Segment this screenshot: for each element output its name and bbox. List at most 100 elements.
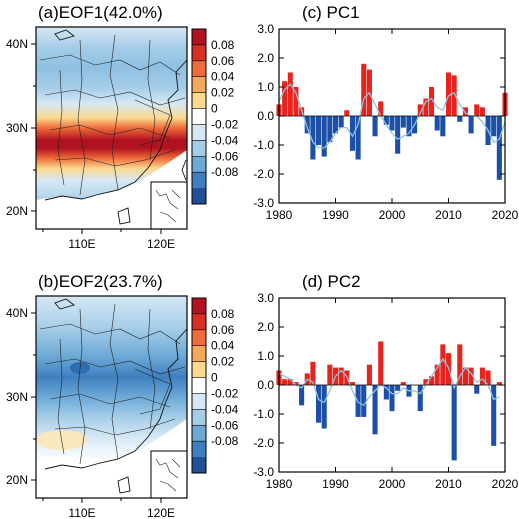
eof2-colorbar-label: 0.06 xyxy=(211,323,235,337)
pc1-bar xyxy=(378,101,384,116)
eof2-field xyxy=(36,296,187,498)
eof1-colorbar-swatch xyxy=(192,92,206,109)
eof1-title: (a)EOF1(42.0%) xyxy=(38,3,163,22)
pc1-bar xyxy=(344,110,350,116)
pc1-bar xyxy=(429,87,435,116)
pc1-bar xyxy=(400,116,406,128)
eof2-colorbar-label: -0.08 xyxy=(211,434,239,448)
eof2-colorbar-label: 0.04 xyxy=(211,339,235,353)
pc1-bar xyxy=(440,116,446,137)
eof1-xtick-110e: 110E xyxy=(68,237,95,251)
pc1-bar xyxy=(327,116,333,143)
pc2-bar xyxy=(310,361,316,385)
pc2-ytick-label: 0.0 xyxy=(257,378,274,392)
pc2-bar xyxy=(316,385,322,423)
eof2-colorbar-swatch xyxy=(192,457,206,474)
pc2-ytick-label: 1.0 xyxy=(257,349,274,363)
eof2-colorbar-label: 0.02 xyxy=(211,355,235,369)
eof2-colorbar-label: 0 xyxy=(211,371,218,385)
pc1-ytick-label: 2.0 xyxy=(257,51,274,65)
pc2-ytick-label: -3.0 xyxy=(253,465,274,479)
eof2-colorbar-swatch xyxy=(192,409,206,426)
eof1-colorbar-label: 0.08 xyxy=(211,38,235,52)
pc1-bar xyxy=(417,104,423,116)
eof2-colorbar-swatch xyxy=(192,345,206,362)
pc1-xtick-label: 1980 xyxy=(266,208,293,222)
pc2-ytick-label: -1.0 xyxy=(253,407,274,421)
pc2-bar xyxy=(434,364,440,385)
pc1-bar xyxy=(338,116,344,128)
pc1-bar xyxy=(491,116,497,137)
pc1-bar xyxy=(349,116,355,151)
pc1-bar xyxy=(372,116,378,137)
pc2-xtick-label: 2000 xyxy=(379,477,406,491)
pc1-bar xyxy=(383,116,389,125)
eof1-ytick-40n: 40N xyxy=(6,37,28,51)
eof2-colorbar-label: 0.08 xyxy=(211,307,235,321)
eof1-colorbar-swatch xyxy=(192,140,206,157)
pc1-bar xyxy=(462,107,468,116)
eof1-map-panel: (a)EOF1(42.0%) xyxy=(6,3,239,251)
pc1-ytick-label: 1.0 xyxy=(257,80,274,94)
pc2-bar xyxy=(400,382,406,385)
eof2-colorbar-frame xyxy=(191,297,207,474)
pc1-bar xyxy=(293,87,299,116)
eof2-colorbar-label: -0.02 xyxy=(211,386,239,400)
eof2-colorbar-label: -0.04 xyxy=(211,402,239,416)
eof2-coastline xyxy=(44,328,187,470)
pc2-bar xyxy=(349,382,355,385)
eof2-colorbar-swatch xyxy=(192,298,206,315)
eof2-ticks xyxy=(31,312,162,503)
pc1-bar xyxy=(423,98,429,116)
eof2-xtick-120e: 120E xyxy=(147,506,175,519)
eof2-ytick-20n: 20N xyxy=(6,473,28,487)
eof1-xtick-120e: 120E xyxy=(147,237,175,251)
eof2-ytick-30n: 30N xyxy=(6,390,28,404)
pc1-bar xyxy=(468,116,474,134)
pc2-title: (d) PC2 xyxy=(302,272,361,291)
pc1-bar xyxy=(451,75,457,116)
eof1-colorbar-label: 0 xyxy=(211,102,218,116)
eof1-colorbar-label: -0.08 xyxy=(211,165,239,179)
pc1-bar xyxy=(479,107,485,116)
pc1-bar xyxy=(496,116,502,180)
eof1-ytick-20n: 20N xyxy=(6,204,28,218)
eof1-coastline xyxy=(44,59,187,201)
pc2-bar xyxy=(429,376,435,385)
pc1-bar xyxy=(395,116,401,154)
pc1-bar xyxy=(445,72,452,116)
eof1-colorbar-swatch xyxy=(192,172,206,189)
pc2-bar xyxy=(282,379,288,385)
eof2-colorbar-swatch xyxy=(192,329,206,347)
eof1-colorbar-label: -0.06 xyxy=(211,149,239,163)
eof1-ytick-30n: 30N xyxy=(6,121,28,135)
pc2-bar xyxy=(457,344,463,385)
eof2-xtick-110e: 110E xyxy=(68,506,95,519)
pc2-ytick-label: 3.0 xyxy=(257,291,274,305)
eof2-colorbar-swatch xyxy=(192,425,206,442)
eof1-borders xyxy=(39,34,186,196)
pc2-bar xyxy=(417,385,423,412)
pc2-bar xyxy=(479,367,485,385)
pc2-bar xyxy=(299,385,305,406)
pc1-ytick-label: -3.0 xyxy=(253,196,274,210)
eof2-colorbar-swatch xyxy=(192,361,206,378)
pc2-bar xyxy=(378,341,384,385)
eof2-colorbar-swatch xyxy=(192,377,206,394)
pc2-bar xyxy=(327,364,333,385)
pc1-bar xyxy=(474,104,480,116)
eof2-title: (b)EOF2(23.7%) xyxy=(38,272,163,291)
pc1-bar xyxy=(282,81,288,116)
pc1-xtick-label: 2020 xyxy=(492,208,519,222)
pc2-ytick-label: -2.0 xyxy=(253,436,274,450)
eof1-colorbar-label: 0.04 xyxy=(211,70,235,84)
pc1-bar xyxy=(321,116,327,157)
pc1-bar xyxy=(316,116,322,145)
eof1-colorbar-label: 0.06 xyxy=(211,54,235,68)
eof1-ticks xyxy=(31,43,162,234)
